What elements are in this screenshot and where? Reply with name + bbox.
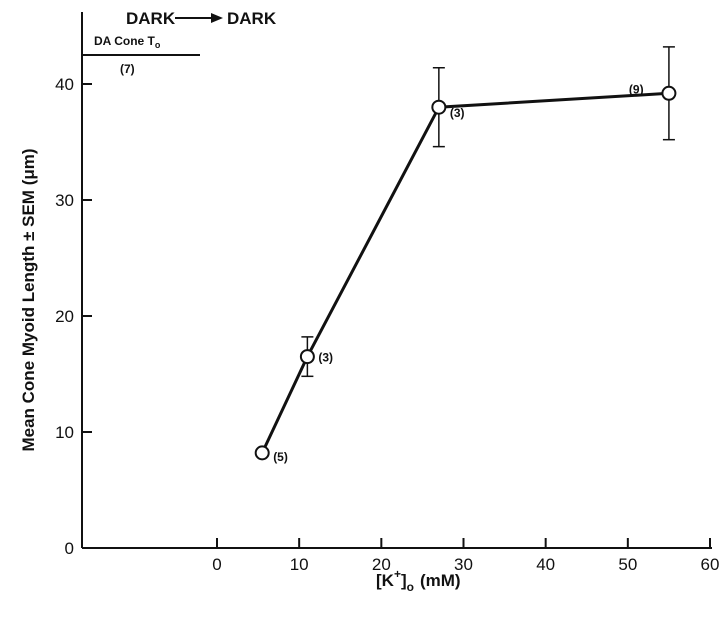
data-point <box>431 99 447 115</box>
series-line <box>260 91 669 454</box>
reference-n-label: (7) <box>120 62 135 76</box>
reference-label: DA Cone To <box>94 34 161 50</box>
x-tick-label: 50 <box>618 555 637 574</box>
n-label: (3) <box>450 106 465 120</box>
y-tick-label: 20 <box>55 307 74 326</box>
y-tick-label: 0 <box>65 539 74 558</box>
y-tick-label: 40 <box>55 75 74 94</box>
data-point <box>661 85 677 101</box>
data-point <box>254 445 270 461</box>
chart-title-right: DARK <box>227 9 277 28</box>
n-label: (3) <box>318 351 333 365</box>
x-tick-label: 10 <box>290 555 309 574</box>
svg-text:[K+]o(mM): [K+]o (mM) <box>376 567 461 594</box>
x-tick-label: 40 <box>536 555 555 574</box>
x-tick-label: 30 <box>454 555 473 574</box>
y-tick-label: 10 <box>55 423 74 442</box>
x-axis-label: [K+]o (mM) <box>376 567 461 594</box>
title-arrowhead <box>211 13 223 23</box>
n-label: (5) <box>273 450 288 464</box>
y-tick-label: 30 <box>55 191 74 210</box>
x-tick-label: 20 <box>372 555 391 574</box>
y-axis-label: Mean Cone Myoid Length ± SEM (μm) <box>19 148 38 451</box>
x-tick-label: 0 <box>212 555 221 574</box>
data-point <box>299 349 315 365</box>
n-label: (9) <box>629 82 644 96</box>
chart-title-left: DARK <box>126 9 176 28</box>
x-tick-label: 60 <box>701 555 720 574</box>
